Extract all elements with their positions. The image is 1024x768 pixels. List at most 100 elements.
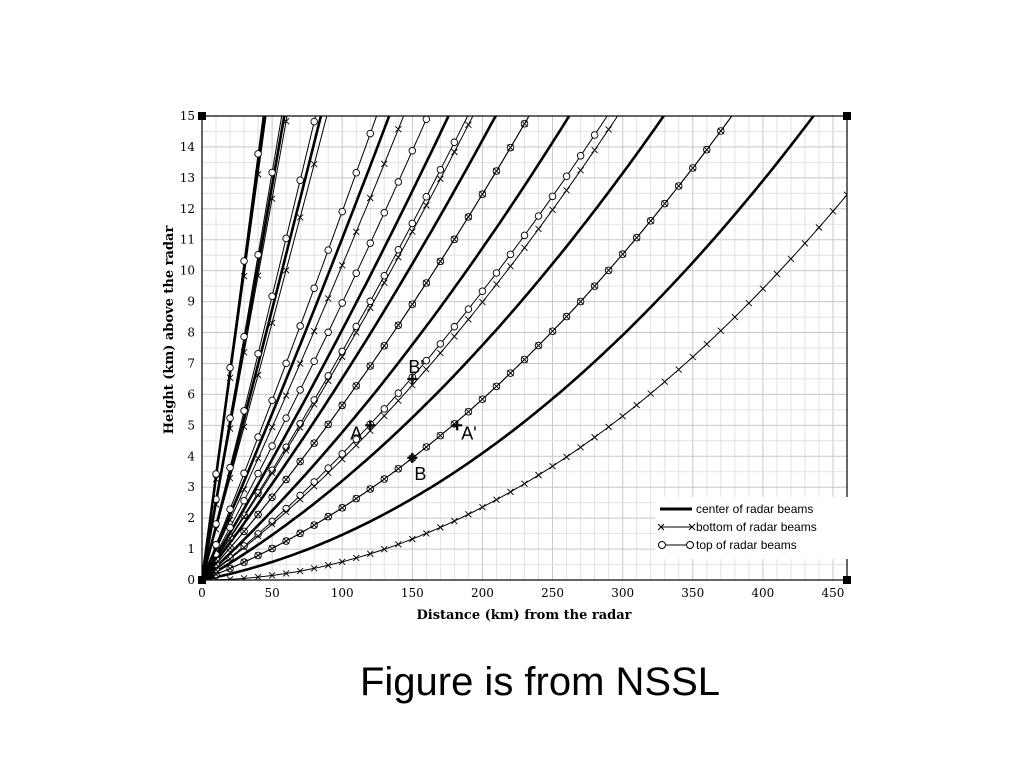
beam-bottom-marker (394, 540, 402, 548)
beam-bottom-marker (212, 501, 220, 508)
beam-bottom-marker (254, 170, 262, 178)
beam-bottom-marker (451, 148, 458, 156)
y-tick-label: 12 (180, 202, 195, 216)
y-tick-label: 5 (187, 418, 195, 432)
beam-bottom-marker (366, 194, 374, 202)
beam-bottom-marker (254, 272, 262, 279)
beam-bottom-marker (254, 552, 262, 559)
beam-bottom-marker (577, 443, 584, 451)
beam-bottom-marker (843, 191, 847, 199)
beam-top-marker (212, 470, 220, 478)
beam-bottom-marker (787, 255, 795, 263)
beam-bottom-marker (240, 348, 248, 356)
beam-bottom-marker (563, 313, 570, 320)
beam-bottom-marker (310, 482, 318, 490)
beam-bottom-marker (282, 117, 290, 125)
beam-top-marker (324, 464, 332, 472)
beam-bottom-marker (380, 279, 388, 287)
beam-bottom-marker (647, 390, 655, 397)
beam-bottom-marker (380, 160, 388, 168)
beam-bottom-marker (815, 224, 823, 231)
y-tick-label: 6 (187, 387, 195, 401)
beam-bottom-marker (759, 285, 767, 292)
beam-top-marker (352, 269, 360, 277)
beam-top-marker (254, 251, 262, 259)
beam-top-marker (450, 138, 459, 147)
beam-bottom-marker (675, 182, 683, 190)
plot-frame (201, 115, 848, 581)
annotation-label: A' (461, 423, 476, 443)
beam-curves (202, 116, 847, 580)
beam-bottom-marker (394, 321, 402, 329)
annotation-label: B (414, 464, 426, 484)
beam-bottom-marker (465, 510, 472, 518)
beam-bottom-marker (310, 439, 318, 447)
beam-top-marker (464, 305, 473, 313)
legend-swatch-top-marker-a (658, 541, 666, 549)
beam-bottom-marker (380, 545, 388, 553)
beam-top-marker (422, 193, 431, 201)
x-tick-label: 150 (401, 586, 424, 600)
beam-top-marker (310, 478, 318, 486)
beam-bottom-marker (268, 493, 276, 501)
beam-bottom-marker (338, 353, 346, 361)
beam-bottom-marker (703, 340, 711, 348)
beam-top-marker (338, 207, 346, 216)
beam-top-marker (478, 287, 487, 296)
beam-top-marker (282, 234, 290, 243)
beam-top-marker (282, 414, 290, 422)
beam-bottom-marker (577, 298, 584, 305)
beam-bottom-marker (423, 530, 430, 537)
beam-top-marker (268, 442, 276, 450)
beam-bottom-marker (268, 545, 276, 552)
beam-top-marker (296, 386, 304, 394)
beam-bottom-marker (240, 558, 248, 566)
beam-bottom-marker (535, 225, 542, 233)
beam-bottom-marker (226, 425, 234, 432)
beam-top-marker (324, 328, 332, 337)
y-tick-label: 0 (187, 573, 195, 587)
beam-top-marker (380, 405, 389, 413)
annotation-marker (452, 420, 463, 431)
beam-bottom-marker (549, 327, 556, 335)
beam-bottom-marker (296, 214, 304, 221)
beam-top-marker (254, 489, 262, 497)
beam-bottom-marker (212, 525, 220, 533)
beam-top-marker (380, 208, 389, 217)
beam-bottom-marker (661, 378, 669, 386)
beam-bottom-marker (437, 258, 444, 265)
beam-bottom-marker (409, 381, 416, 389)
beam-bottom-marker (212, 566, 220, 573)
beam-bottom-marker (479, 298, 486, 306)
beam-bottom-marker (324, 561, 332, 569)
beam-bottom-marker (226, 374, 234, 382)
beam-top-marker (408, 219, 417, 228)
beam-top-marker (590, 131, 599, 139)
legend-entry-top: top of radar beams (696, 538, 797, 552)
beam-bottom-marker (703, 146, 711, 153)
beam-bottom-marker (717, 127, 725, 135)
beam-bottom-marker (282, 392, 290, 399)
y-axis-label: Height (km) above the radar (162, 226, 177, 435)
beam-bottom-marker (240, 272, 248, 280)
x-axis-label: Distance (km) from the radar (417, 608, 632, 623)
beam-bottom-marker (296, 360, 304, 367)
beam-top-marker (254, 469, 262, 478)
beam-bottom-marker (296, 529, 304, 537)
beam-top-marker (380, 271, 389, 280)
beam-center-line (202, 116, 498, 580)
beam-bottom-marker (731, 313, 739, 321)
y-tick-label: 13 (180, 171, 195, 185)
beam-bottom-marker (366, 485, 374, 493)
beam-top-marker (268, 168, 276, 177)
beam-bottom-marker (394, 465, 402, 473)
x-tick-label: 100 (331, 586, 354, 600)
beam-bottom-marker (549, 206, 556, 214)
beam-bottom-marker (801, 240, 809, 247)
beam-bottom-marker (535, 342, 542, 349)
beam-center-line (202, 116, 666, 580)
beam-bottom-marker (226, 534, 234, 542)
beam-bottom-marker (535, 471, 542, 479)
beam-bottom-marker (507, 144, 514, 151)
beam-bottom-marker (324, 421, 332, 428)
